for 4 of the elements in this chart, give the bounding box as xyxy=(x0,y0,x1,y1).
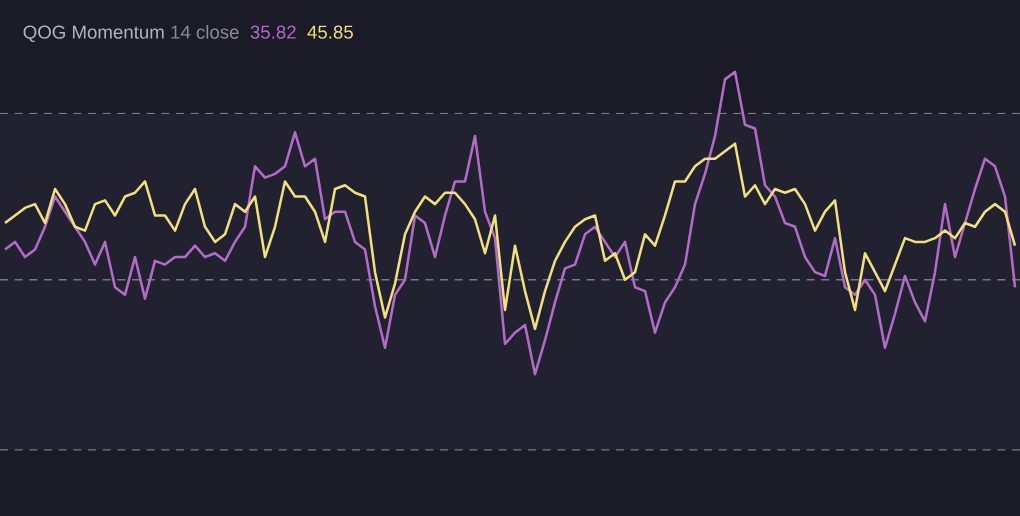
text: 45.85 xyxy=(307,25,353,39)
chart-subtitle: 14 close xyxy=(171,25,239,39)
text: 35.82 xyxy=(250,25,296,39)
chart-title: QOG Momentum xyxy=(23,25,164,43)
